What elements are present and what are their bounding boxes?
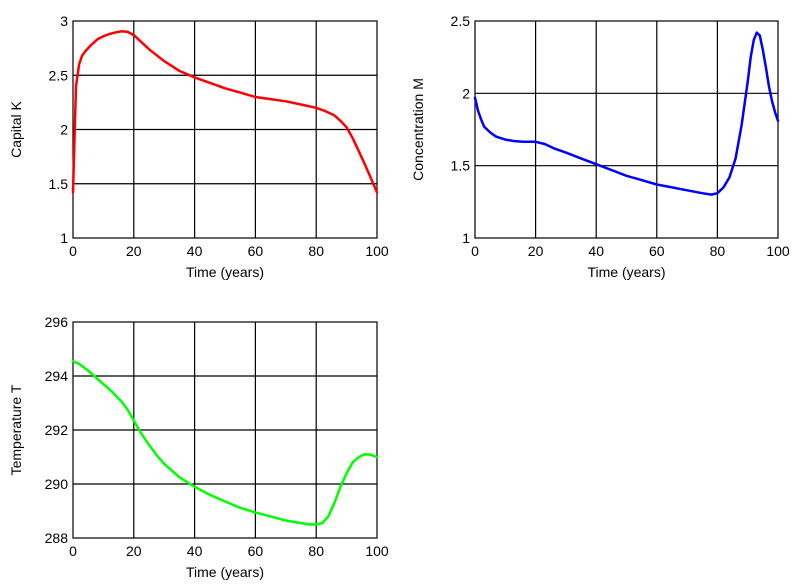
concentration-y-tick-label: 2.5 [451,13,471,29]
temperature-x-tick-label: 40 [187,543,203,559]
temperature-x-tick-label: 100 [365,543,389,559]
capital-y-tick-label: 1.5 [49,176,69,192]
temperature-plot-frame [72,321,378,539]
temperature-series-line [71,359,379,526]
capital-plot-frame [72,20,378,239]
capital-y-axis-label: Capital K [8,100,24,157]
capital-x-tick-label: 80 [308,243,324,259]
concentration-x-axis-label: Time (years) [587,264,665,280]
chart-capital: 0 20 40 60 80 100 1 1.5 2 2.5 3 Time (years) Capital… [8,13,389,280]
temperature-y-tick-label: 292 [45,422,69,438]
capital-x-tick-label: 20 [126,243,142,259]
concentration-x-tick-label: 20 [528,243,544,259]
temperature-x-axis-label: Time (years) [186,564,264,580]
concentration-series-line [473,31,780,196]
concentration-x-tick-label: 60 [649,243,665,259]
temperature-y-tick-label: 288 [45,530,69,546]
chart-concentration: 0 20 40 60 80 100 1 1.5 2 2.5 Time (years) Concentr… [410,13,790,280]
capital-x-tick-label: 0 [69,243,77,259]
temperature-x-tick-label: 20 [126,543,142,559]
concentration-y-tick-label: 2 [462,85,470,101]
concentration-x-tick-label: 100 [766,243,790,259]
temperature-x-tick-label: 80 [308,543,324,559]
concentration-y-tick-label: 1.5 [451,158,471,174]
temperature-y-tick-label: 296 [45,314,69,330]
capital-x-tick-label: 100 [365,243,389,259]
capital-y-tick-label: 3 [60,13,68,29]
temperature-y-axis-label: Temperature T [8,384,24,475]
capital-x-axis-label: Time (years) [186,264,264,280]
concentration-x-tick-label: 80 [710,243,726,259]
capital-y-tick-label: 2 [60,122,68,138]
temperature-x-tick-label: 60 [248,543,264,559]
concentration-plot-frame [474,20,779,239]
concentration-x-tick-label: 40 [588,243,604,259]
concentration-y-axis-label: Concentration M [410,78,426,181]
capital-y-tick-label: 1 [60,230,68,246]
capital-series-line [71,30,379,194]
concentration-y-tick-label: 1 [462,230,470,246]
concentration-x-tick-label: 0 [471,243,479,259]
chart-temperature: 0 20 40 60 80 100 288 290 292 294 296 Time (years) T… [8,314,389,580]
capital-y-tick-label: 2.5 [49,67,69,83]
capital-x-tick-label: 60 [248,243,264,259]
temperature-x-tick-label: 0 [69,543,77,559]
temperature-y-tick-label: 294 [45,368,69,384]
capital-x-tick-label: 40 [187,243,203,259]
temperature-y-tick-label: 290 [45,476,69,492]
